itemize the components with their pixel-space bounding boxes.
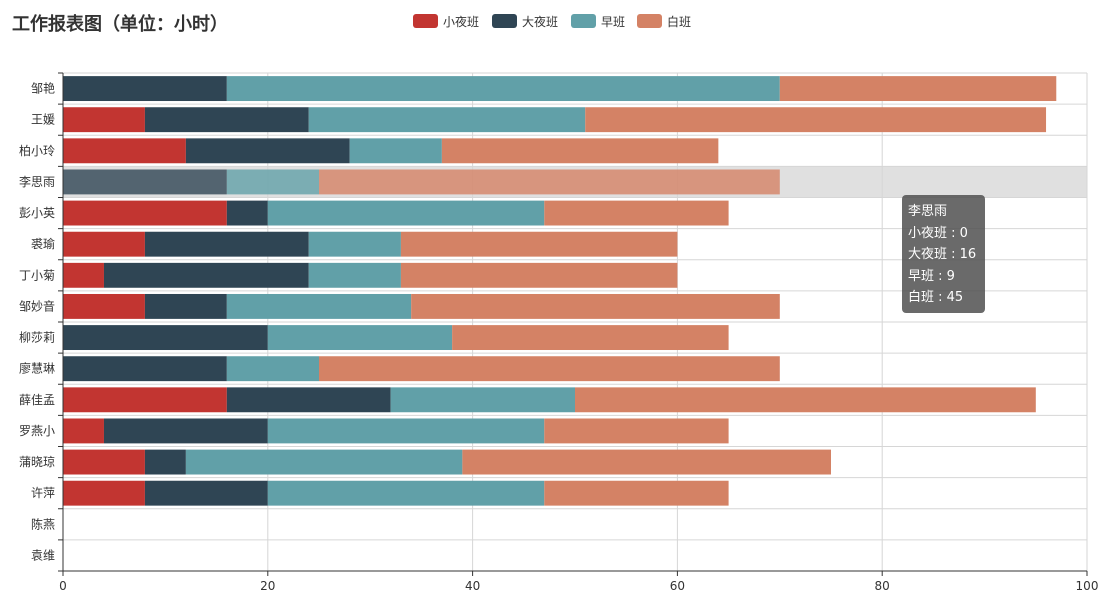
y-tick-label: 柳莎莉 <box>19 331 55 345</box>
bar-大夜班 <box>63 356 227 382</box>
bar-大夜班 <box>103 418 268 444</box>
tooltip-name: 李思雨 <box>908 204 948 219</box>
y-tick-label: 王媛 <box>31 113 55 127</box>
y-tick-label: 李思雨 <box>19 174 55 189</box>
bar-白班 <box>575 387 1036 413</box>
bar-大夜班 <box>226 200 268 226</box>
bar-早班 <box>267 200 545 226</box>
bar-白班 <box>319 356 780 382</box>
tooltip-line: 白班 : 45 <box>908 290 964 305</box>
bar-白班 <box>779 76 1057 102</box>
x-tick-label: 60 <box>670 579 685 593</box>
bar-早班 <box>267 418 545 444</box>
bar-大夜班 <box>63 76 227 102</box>
bar-早班 <box>185 449 463 475</box>
bar-早班 <box>226 356 319 382</box>
y-tick-label: 廖慧琳 <box>19 361 55 376</box>
bar-大夜班 <box>63 169 227 195</box>
bar-白班 <box>544 480 729 506</box>
bar-大夜班 <box>144 449 186 475</box>
legend-label: 大夜班 <box>522 14 558 29</box>
bar-白班 <box>544 200 729 226</box>
legend-label: 白班 <box>667 14 691 29</box>
y-tick-label: 丁小菊 <box>19 268 55 282</box>
bar-小夜班 <box>63 231 145 257</box>
x-tick-label: 20 <box>260 579 275 593</box>
bar-早班 <box>267 480 545 506</box>
x-tick-label: 0 <box>59 579 67 593</box>
tooltip-line: 早班 : 9 <box>908 268 955 284</box>
y-tick-label: 柏小玲 <box>19 143 55 158</box>
y-tick-label: 彭小英 <box>19 206 55 220</box>
bar-早班 <box>267 325 453 351</box>
bar-大夜班 <box>144 231 309 257</box>
bar-小夜班 <box>63 449 145 475</box>
bar-白班 <box>411 293 780 319</box>
bar-大夜班 <box>144 480 268 506</box>
bar-大夜班 <box>226 387 391 413</box>
bar-小夜班 <box>63 293 145 319</box>
tooltip: 李思雨 小夜班 : 0 大夜班 : 16 早班 : 9 白班 : 45 <box>902 195 985 313</box>
bar-早班 <box>390 387 575 413</box>
bar-早班 <box>308 231 401 257</box>
x-tick-label: 80 <box>875 579 890 593</box>
bar-大夜班 <box>144 107 309 133</box>
bar-大夜班 <box>185 138 350 164</box>
x-tick-label: 100 <box>1076 579 1099 593</box>
bar-早班 <box>226 76 780 102</box>
bar-白班 <box>400 262 678 288</box>
bar-大夜班 <box>144 293 227 319</box>
chart-title: 工作报表图（单位：小时） <box>12 14 228 35</box>
y-tick-label: 裘瑜 <box>31 236 55 251</box>
bar-白班 <box>585 107 1047 133</box>
legend-swatch <box>637 14 662 28</box>
bar-早班 <box>308 107 586 133</box>
y-tick-label: 薛佳孟 <box>19 393 55 407</box>
bar-白班 <box>319 169 780 195</box>
y-tick-label: 邹妙音 <box>19 298 55 313</box>
bar-小夜班 <box>63 418 104 444</box>
legend-swatch <box>571 14 596 28</box>
bar-早班 <box>226 293 412 319</box>
bar-白班 <box>462 449 831 475</box>
bar-白班 <box>544 418 729 444</box>
legend-label: 小夜班 <box>443 14 479 29</box>
bar-小夜班 <box>63 107 145 133</box>
legend-swatch <box>492 14 517 28</box>
bar-早班 <box>308 262 401 288</box>
bar-白班 <box>441 138 719 164</box>
tooltip-line: 小夜班 : 0 <box>908 225 968 241</box>
legend-label: 早班 <box>601 15 625 29</box>
bar-小夜班 <box>63 480 145 506</box>
y-tick-label: 邹艳 <box>31 81 55 96</box>
bar-白班 <box>452 325 729 351</box>
bar-大夜班 <box>103 262 309 288</box>
tooltip-line: 大夜班 : 16 <box>908 247 977 262</box>
bar-白班 <box>400 231 678 257</box>
y-tick-label: 袁维 <box>31 548 55 562</box>
x-tick-label: 40 <box>465 579 480 593</box>
bar-小夜班 <box>63 138 186 164</box>
bar-小夜班 <box>63 262 104 288</box>
bar-大夜班 <box>63 325 268 351</box>
y-tick-label: 罗燕小 <box>19 424 55 438</box>
bar-早班 <box>226 169 319 195</box>
bar-小夜班 <box>63 387 227 413</box>
y-tick-label: 许萍 <box>31 486 55 500</box>
legend-swatch <box>413 14 438 28</box>
bar-小夜班 <box>63 200 227 226</box>
y-tick-label: 蒲晓琼 <box>19 454 55 469</box>
y-tick-label: 陈燕 <box>31 516 55 531</box>
bar-早班 <box>349 138 442 164</box>
